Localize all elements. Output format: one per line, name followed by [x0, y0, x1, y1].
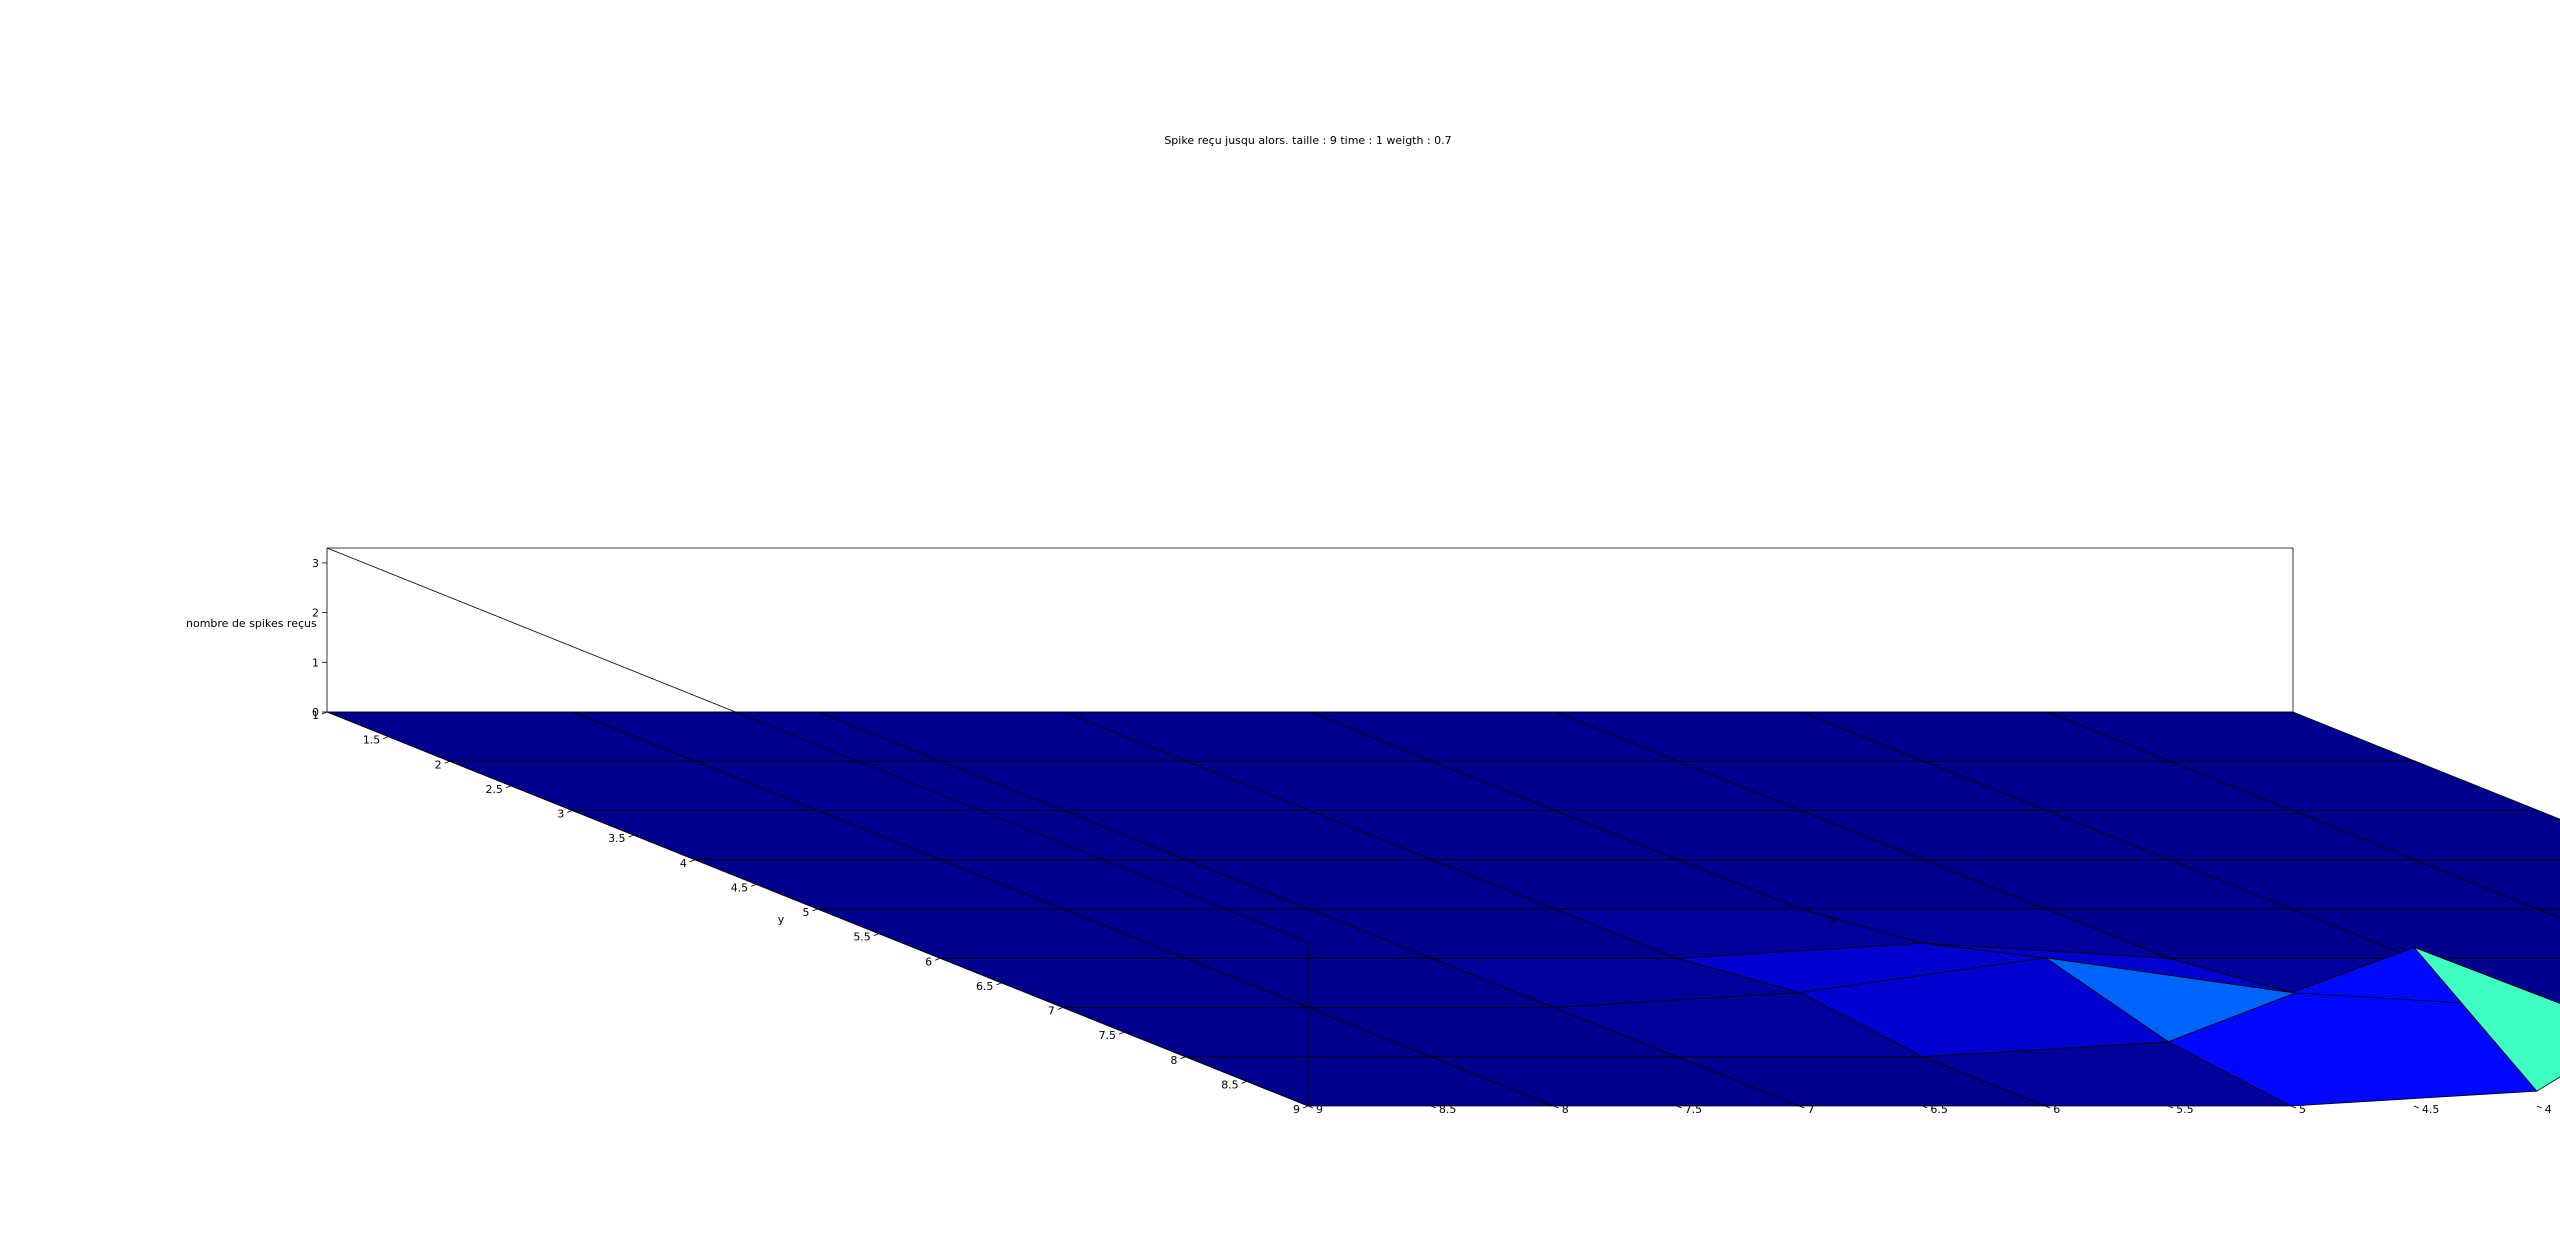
y-tick-mark: [445, 761, 450, 763]
y-tick-mark: [506, 786, 511, 788]
y-tick-label: 3.5: [608, 832, 626, 845]
y-tick-label: 6.5: [976, 980, 994, 993]
y-tick-label: 6: [925, 955, 932, 968]
z-tick-label: 3: [312, 557, 319, 570]
y-tick-mark: [813, 909, 818, 911]
x-tick-label: 8.5: [1439, 1103, 1457, 1116]
y-tick-mark: [567, 811, 572, 813]
y-tick-label: 1.5: [363, 734, 381, 747]
y-tick-label: 4: [680, 857, 687, 870]
y-tick-label: 5.5: [853, 931, 871, 944]
x-tick-mark: [2414, 1106, 2419, 1108]
x-tick-label: 7.5: [1685, 1103, 1703, 1116]
x-tick-label: 5.5: [2176, 1103, 2194, 1116]
x-tick-label: 7: [1808, 1103, 1815, 1116]
y-tick-label: 3: [557, 808, 564, 821]
z-axis-label: nombre de spikes reçus: [186, 617, 317, 630]
y-tick-mark: [874, 934, 879, 936]
x-tick-label: 6.5: [1930, 1103, 1948, 1116]
y-tick-mark: [1058, 1008, 1063, 1010]
y-tick-label: 2.5: [485, 783, 503, 796]
y-tick-label: 8.5: [1221, 1078, 1239, 1091]
y-tick-label: 7: [1048, 1005, 1055, 1018]
y-axis-label: y: [778, 913, 785, 926]
y-tick-label: 5: [803, 906, 810, 919]
y-tick-mark: [1119, 1032, 1124, 1034]
x-tick-label: 5: [2299, 1103, 2306, 1116]
y-tick-label: 7.5: [1099, 1029, 1117, 1042]
x-tick-label: 4.5: [2422, 1103, 2440, 1116]
z-tick-label: 1: [312, 656, 319, 669]
x-tick-mark: [2291, 1106, 2296, 1108]
x-tick-label: 4: [2545, 1103, 2552, 1116]
y-tick-label: 9: [1293, 1103, 1300, 1116]
y-tick-mark: [996, 983, 1001, 985]
x-tick-label: 8: [1562, 1103, 1569, 1116]
x-axis-label: x: [1830, 913, 1837, 926]
y-tick-label: 2: [435, 758, 442, 771]
y-tick-label: 4.5: [731, 881, 749, 894]
y-tick-label: 8: [1170, 1054, 1177, 1067]
y-tick-mark: [383, 737, 388, 739]
chart-title: Spike reçu jusqu alors. taille : 9 time …: [1164, 134, 1451, 147]
y-tick-mark: [690, 860, 695, 862]
y-tick-mark: [629, 835, 634, 837]
y-tick-mark: [1242, 1081, 1247, 1083]
x-tick-mark: [2537, 1106, 2542, 1108]
y-tick-mark: [751, 884, 756, 886]
surface-mesh: [327, 712, 2560, 1106]
z-tick-label: 0: [312, 706, 319, 719]
x-tick-label: 9: [1316, 1103, 1323, 1116]
y-tick-mark: [1180, 1057, 1185, 1059]
y-tick-mark: [935, 958, 940, 960]
x-tick-label: 6: [2053, 1103, 2060, 1116]
y-tick-mark: [1303, 1106, 1308, 1108]
